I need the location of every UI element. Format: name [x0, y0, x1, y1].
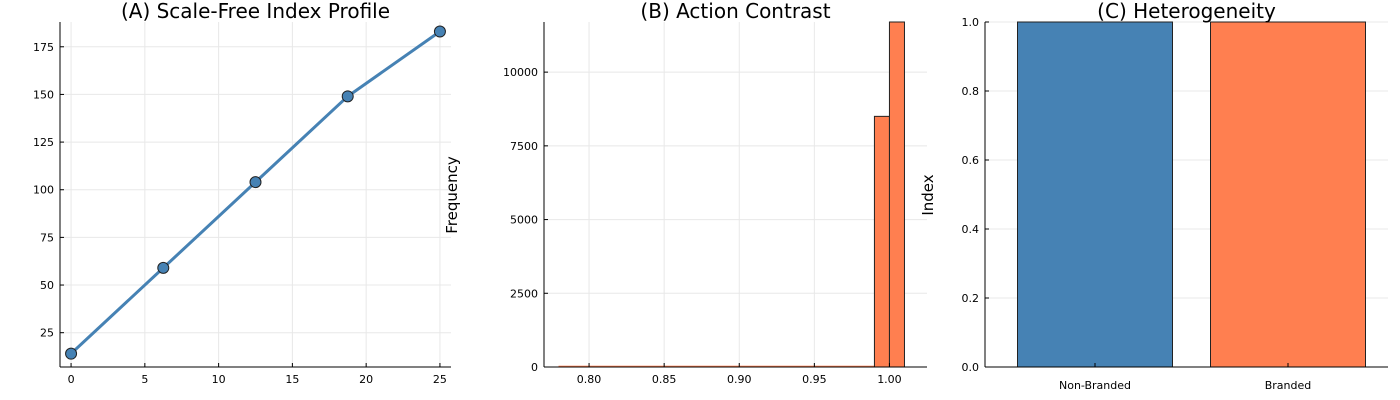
panel-a-ytick-label: 75 — [40, 231, 54, 244]
panel-b: 0.80 0.85 0.90 0.95 1.00 0 2500 5000 7500 10000 Fr… — [443, 0, 927, 386]
panel-a-xtick-label: 5 — [141, 373, 148, 386]
panel-b-ytick-label: 10000 — [503, 66, 538, 79]
panel-c-bar — [1017, 21, 1173, 368]
panel-b-xtick-label: 1.00 — [877, 373, 902, 386]
panel-c-ytick-label: 0.8 — [962, 85, 980, 98]
panel-c-ylabel: Index — [919, 174, 937, 215]
panel-b-ytick-label: 0 — [531, 361, 538, 374]
panel-a-title: (A) Scale-Free Index Profile — [121, 0, 390, 23]
panel-c: Non-Branded Branded 0.0 0.2 0.4 0.6 0.8 1.0 Inde… — [919, 0, 1388, 392]
panel-a: 0 5 10 15 20 25 25 50 75 100 125 150 175 (A) Scale-Fr… — [33, 0, 451, 386]
panel-a-data-point — [433, 25, 446, 38]
panel-b-title: (B) Action Contrast — [640, 0, 830, 23]
panel-c-ytick-label: 0.2 — [962, 292, 980, 305]
panel-b-xtick-label: 0.85 — [652, 373, 677, 386]
panel-b-histogram-bar — [873, 115, 890, 368]
panel-a-xtick-label: 15 — [285, 373, 299, 386]
panel-c-category-label: Non-Branded — [1059, 379, 1131, 392]
panel-a-xtick-label: 20 — [359, 373, 373, 386]
panel-c-bar — [1210, 21, 1366, 368]
panel-a-ytick-label: 150 — [33, 88, 54, 101]
panel-b-ytick-label: 2500 — [510, 287, 538, 300]
panel-b-xtick-label: 0.90 — [727, 373, 752, 386]
panel-a-series-line — [70, 30, 441, 355]
panel-a-xtick-label: 0 — [68, 373, 75, 386]
panel-a-ytick-label: 25 — [40, 327, 54, 340]
panel-b-histogram-bar — [888, 21, 905, 368]
panel-b-ylabel: Frequency — [443, 156, 461, 234]
panel-b-ytick-label: 7500 — [510, 140, 538, 153]
panel-a-ytick-label: 175 — [33, 41, 54, 54]
panel-c-title: (C) Heterogeneity — [1097, 0, 1276, 23]
panel-a-xtick-label: 25 — [433, 373, 447, 386]
panel-a-data-point — [249, 176, 262, 189]
panel-a-xtick-label: 10 — [212, 373, 226, 386]
panel-b-xtick-label: 0.95 — [802, 373, 827, 386]
panel-c-ytick-label: 0.0 — [962, 361, 980, 374]
panel-a-data-point — [341, 90, 354, 103]
panel-c-category-label: Branded — [1265, 379, 1312, 392]
panel-b-xtick-label: 0.80 — [577, 373, 602, 386]
panel-c-ytick-label: 0.6 — [962, 154, 980, 167]
panel-c-ytick-label: 1.0 — [962, 16, 980, 29]
panel-a-ytick-label: 125 — [33, 136, 54, 149]
panel-b-ytick-label: 5000 — [510, 214, 538, 227]
panel-a-data-point — [65, 347, 78, 360]
panel-a-ytick-label: 100 — [33, 184, 54, 197]
panel-a-data-point — [157, 261, 170, 274]
panel-a-ytick-label: 50 — [40, 279, 54, 292]
panel-c-ytick-label: 0.4 — [962, 223, 980, 236]
